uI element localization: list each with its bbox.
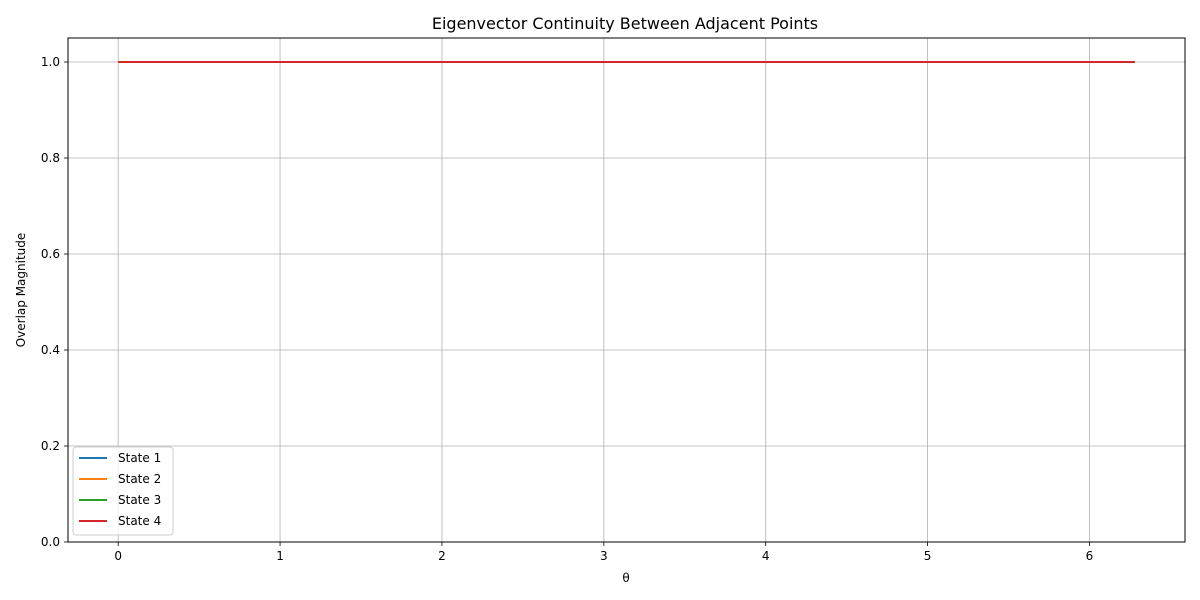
plot-frame <box>67 37 1186 543</box>
x-tick-label: 6 <box>1086 549 1094 563</box>
x-tick-label: 5 <box>924 549 932 563</box>
x-tick-label: 1 <box>276 549 284 563</box>
legend-label: State 4 <box>118 514 161 528</box>
legend-label: State 1 <box>118 451 161 465</box>
y-tick-label: 0.8 <box>41 151 60 165</box>
x-axis-label: θ <box>622 571 629 585</box>
legend: State 1 State 2 State 3 State 4 <box>72 446 174 536</box>
y-tick-label: 0.2 <box>41 439 60 453</box>
legend-box <box>72 446 174 536</box>
y-tick-label: 0.0 <box>41 535 60 549</box>
x-tick-label: 2 <box>438 549 446 563</box>
x-tick-label: 3 <box>600 549 608 563</box>
y-tick-label: 0.4 <box>41 343 60 357</box>
y-tick-label: 1.0 <box>41 55 60 69</box>
y-axis-label: Overlap Magnitude <box>14 233 28 348</box>
legend-label: State 3 <box>118 493 161 507</box>
chart-title: Eigenvector Continuity Between Adjacent … <box>432 14 818 33</box>
axis-ticks: 0 1 2 3 4 5 6 0.0 0.2 0.4 0.6 0.8 1.0 <box>41 55 1093 563</box>
legend-label: State 2 <box>118 472 161 486</box>
x-tick-label: 0 <box>114 549 122 563</box>
x-tick-label: 4 <box>762 549 770 563</box>
y-tick-label: 0.6 <box>41 247 60 261</box>
